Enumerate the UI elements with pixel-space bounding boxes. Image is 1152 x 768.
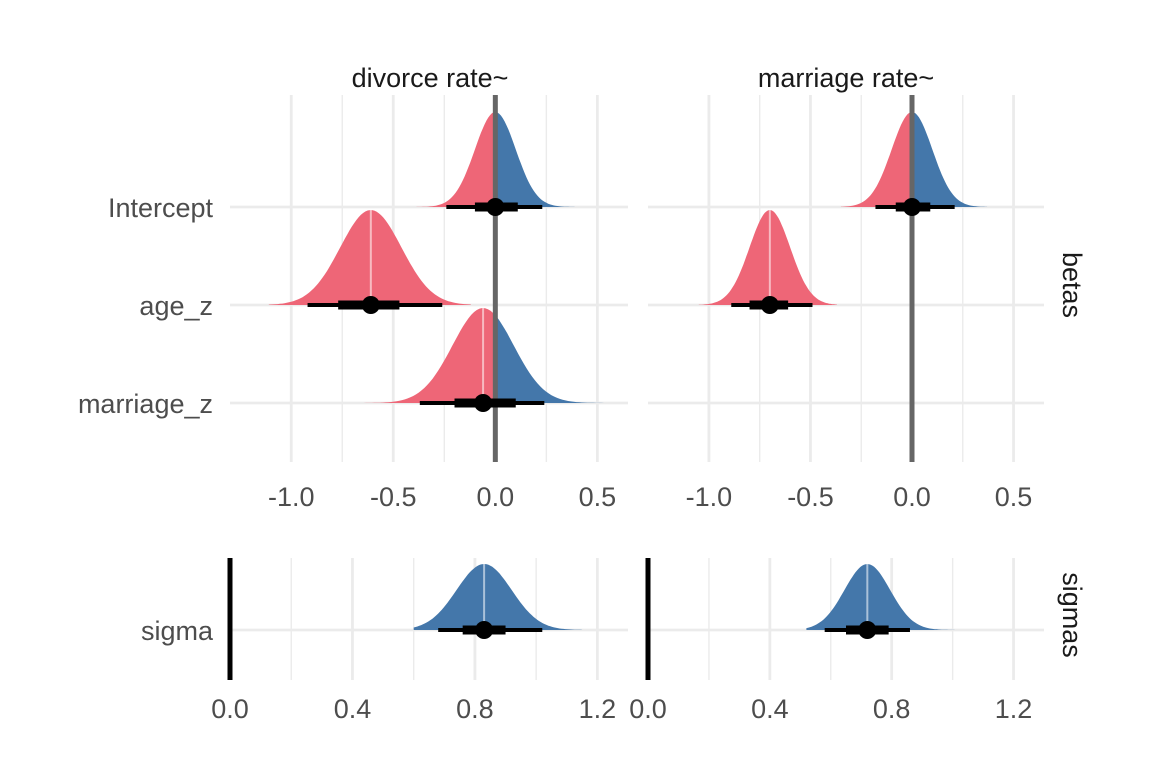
density-negative-divorce-rate-intercept xyxy=(415,112,496,207)
point-estimate-divorce-rate-sigma xyxy=(475,621,494,639)
strip-label-divorce-rate: divorce rate~ xyxy=(352,63,509,93)
density-divorce-rate-sigma xyxy=(413,564,583,630)
strip-label-marriage-rate: marriage rate~ xyxy=(758,63,934,93)
x-tick-label: 0.4 xyxy=(334,694,372,724)
density-positive-divorce-rate-marriage-z xyxy=(495,316,610,403)
y-tick-label-marriage-z: marriage_z xyxy=(78,389,213,419)
x-tick-label: 0.0 xyxy=(629,694,667,724)
x-tick-label: 1.2 xyxy=(579,694,617,724)
y-tick-label-sigma: sigma xyxy=(141,616,214,646)
density-positive-divorce-rate-intercept xyxy=(495,112,579,207)
density-negative-marriage-rate-intercept xyxy=(840,112,912,207)
point-estimate-divorce-rate-marriage-z xyxy=(474,394,493,412)
x-tick-label: -1.0 xyxy=(268,482,315,512)
density-layer xyxy=(268,112,988,630)
x-tick-label: 0.8 xyxy=(456,694,494,724)
x-tick-label: 0.5 xyxy=(995,482,1033,512)
x-tick-label: 0.5 xyxy=(579,482,617,512)
strip-label-betas: betas xyxy=(1057,252,1087,318)
interval-layer xyxy=(307,198,955,639)
y-tick-label-age-z: age_z xyxy=(139,291,213,321)
density-positive-marriage-rate-intercept xyxy=(912,112,988,207)
x-tick-label: 1.2 xyxy=(995,694,1033,724)
density-marriage-rate-sigma xyxy=(806,564,959,630)
density-negative-divorce-rate-age-z xyxy=(268,210,471,305)
x-tick-label: 0.0 xyxy=(211,694,249,724)
x-tick-label: 0.0 xyxy=(893,482,931,512)
x-tick-label: -0.5 xyxy=(787,482,834,512)
point-estimate-marriage-rate-intercept xyxy=(903,198,921,216)
point-estimate-marriage-rate-age-z xyxy=(760,296,779,314)
point-estimate-divorce-rate-age-z xyxy=(361,296,380,314)
x-tick-label: 0.8 xyxy=(873,694,911,724)
x-tick-label: -1.0 xyxy=(686,482,733,512)
x-tick-label: 0.0 xyxy=(477,482,515,512)
density-negative-divorce-rate-marriage-z xyxy=(360,308,496,403)
strip-label-sigmas: sigmas xyxy=(1057,572,1087,658)
point-estimate-divorce-rate-intercept xyxy=(486,198,505,216)
point-estimate-marriage-rate-sigma xyxy=(858,621,877,639)
density-negative-marriage-rate-age-z xyxy=(698,210,837,305)
label-layer: divorce rate~ marriage rate~ betas sigma… xyxy=(78,63,1087,724)
x-tick-label: 0.4 xyxy=(751,694,789,724)
y-tick-label-intercept: Intercept xyxy=(108,193,214,223)
x-tick-label: -0.5 xyxy=(370,482,417,512)
